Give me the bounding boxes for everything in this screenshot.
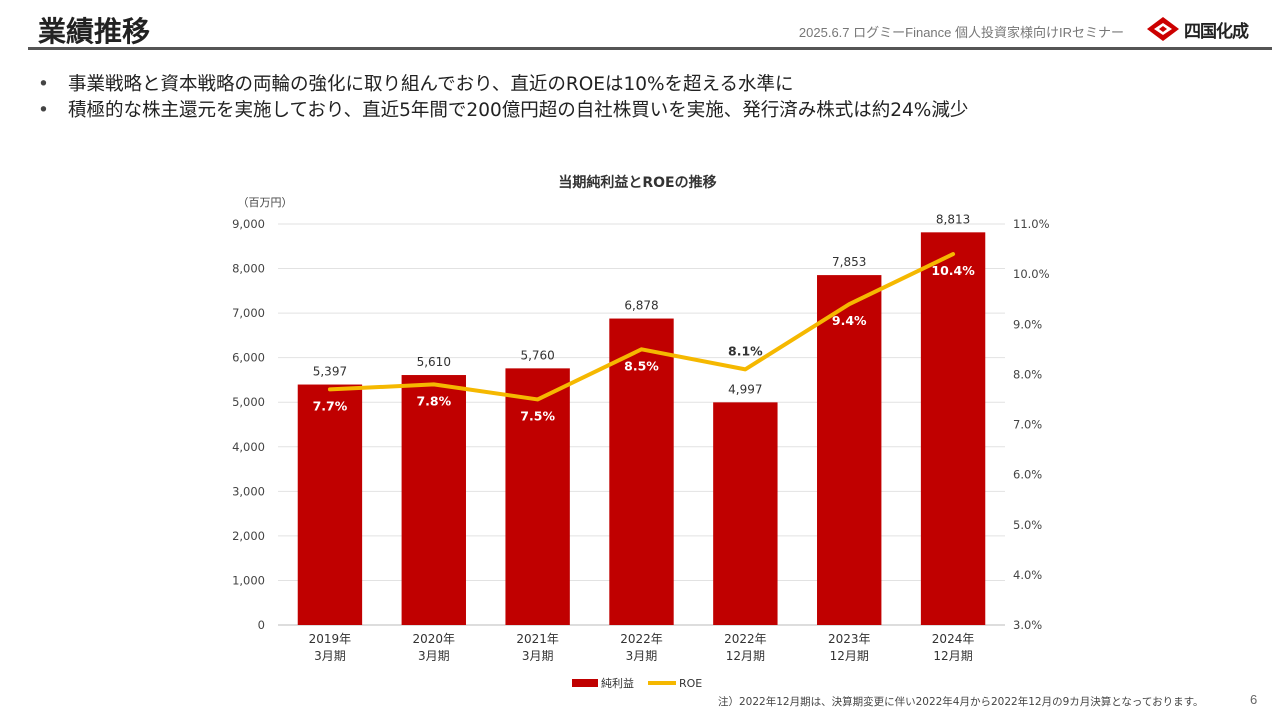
x-tick-label-period: 3月期 bbox=[418, 649, 450, 663]
legend-label-net-income: 純利益 bbox=[601, 676, 634, 690]
roe-value-label: 9.4% bbox=[832, 313, 867, 328]
y-right-tick-label: 6.0% bbox=[1013, 468, 1042, 482]
header-divider bbox=[28, 47, 1272, 50]
y-left-tick-label: 6,000 bbox=[232, 351, 265, 365]
x-tick-label-year: 2019年 bbox=[309, 632, 352, 646]
y-right-tick-label: 9.0% bbox=[1013, 317, 1042, 331]
y-right-tick-label: 4.0% bbox=[1013, 568, 1042, 582]
y-right-tick-label: 5.0% bbox=[1013, 518, 1042, 532]
roe-value-label: 8.5% bbox=[624, 358, 659, 373]
bar-value-label: 5,610 bbox=[417, 355, 451, 369]
bullet-item: 事業戦略と資本戦略の両輪の強化に取り組んでおり、直近のROEは10%を超える水準… bbox=[38, 72, 1258, 98]
x-tick-label-year: 2020年 bbox=[413, 632, 456, 646]
x-tick-label-year: 2022年 bbox=[620, 632, 663, 646]
page-title: 業績推移 bbox=[38, 15, 151, 48]
y-right-tick-label: 11.0% bbox=[1013, 217, 1050, 231]
y-left-tick-label: 7,000 bbox=[232, 306, 265, 320]
y-right-tick-label: 7.0% bbox=[1013, 418, 1042, 432]
bar-value-label: 5,397 bbox=[313, 365, 347, 379]
y-left-tick-label: 0 bbox=[258, 618, 265, 632]
bar-value-label: 5,760 bbox=[520, 348, 554, 362]
x-tick-label-year: 2021年 bbox=[516, 632, 559, 646]
bar-net-income bbox=[817, 275, 882, 625]
y-left-tick-label: 2,000 bbox=[232, 529, 265, 543]
bullet-item: 積極的な株主還元を実施しており、直近5年間で200億円超の自社株買いを実施、発行… bbox=[38, 98, 1258, 124]
y-unit-label: （百万円） bbox=[238, 196, 293, 209]
bar-net-income bbox=[713, 402, 778, 625]
chart-title: 当期純利益とROEの推移 bbox=[558, 174, 716, 191]
roe-value-label: 7.8% bbox=[416, 393, 451, 408]
bar-net-income bbox=[505, 368, 570, 625]
legend-label-roe: ROE bbox=[679, 677, 702, 690]
y-left-tick-label: 8,000 bbox=[232, 262, 265, 276]
x-tick-label-year: 2022年 bbox=[724, 632, 767, 646]
bar-value-label: 8,813 bbox=[936, 212, 970, 226]
y-right-tick-label: 3.0% bbox=[1013, 618, 1042, 632]
bar-net-income bbox=[297, 384, 363, 625]
roe-line bbox=[327, 252, 956, 402]
y-left-tick-label: 1,000 bbox=[232, 573, 265, 587]
x-tick-label-period: 3月期 bbox=[314, 649, 346, 663]
bullet-list: 事業戦略と資本戦略の両輪の強化に取り組んでおり、直近のROEは10%を超える水準… bbox=[38, 72, 1258, 124]
bar-value-label: 6,878 bbox=[624, 299, 658, 313]
x-tick-label-year: 2023年 bbox=[828, 632, 871, 646]
event-subtitle: 2025.6.7 ログミーFinance 個人投資家様向けIRセミナー bbox=[798, 25, 1124, 40]
roe-value-label: 7.5% bbox=[520, 408, 555, 423]
roe-value-label: 10.4% bbox=[931, 263, 975, 278]
y-left-tick-label: 3,000 bbox=[232, 484, 265, 498]
bar-net-income bbox=[609, 318, 674, 625]
bar-value-label: 4,997 bbox=[728, 382, 762, 396]
bar-value-label: 7,853 bbox=[832, 255, 866, 269]
x-tick-label-period: 3月期 bbox=[522, 649, 554, 663]
logo-mark-icon bbox=[1147, 17, 1179, 41]
roe-value-label: 8.1% bbox=[728, 343, 763, 358]
logo-text: 四国化成 bbox=[1184, 21, 1249, 42]
bar-net-income bbox=[401, 375, 466, 625]
x-tick-label-period: 3月期 bbox=[626, 649, 658, 663]
company-logo: 四国化成 bbox=[1146, 14, 1272, 44]
x-tick-label-period: 12月期 bbox=[830, 649, 869, 663]
y-right-tick-label: 10.0% bbox=[1013, 267, 1050, 281]
legend-swatch-net-income bbox=[572, 679, 598, 687]
page-number: 6 bbox=[1250, 692, 1258, 707]
x-tick-label-period: 12月期 bbox=[933, 649, 972, 663]
y-right-tick-label: 8.0% bbox=[1013, 367, 1042, 381]
x-tick-label-year: 2024年 bbox=[932, 632, 975, 646]
y-left-tick-label: 4,000 bbox=[232, 440, 265, 454]
y-left-tick-label: 9,000 bbox=[232, 217, 265, 231]
roe-value-label: 7.7% bbox=[313, 398, 348, 413]
bar-net-income bbox=[920, 232, 986, 625]
x-tick-label-period: 12月期 bbox=[726, 649, 765, 663]
y-left-tick-label: 5,000 bbox=[232, 395, 265, 409]
footnote: 注）2022年12月期は、決算期変更に伴い2022年4月から2022年12月の9… bbox=[718, 696, 1204, 708]
